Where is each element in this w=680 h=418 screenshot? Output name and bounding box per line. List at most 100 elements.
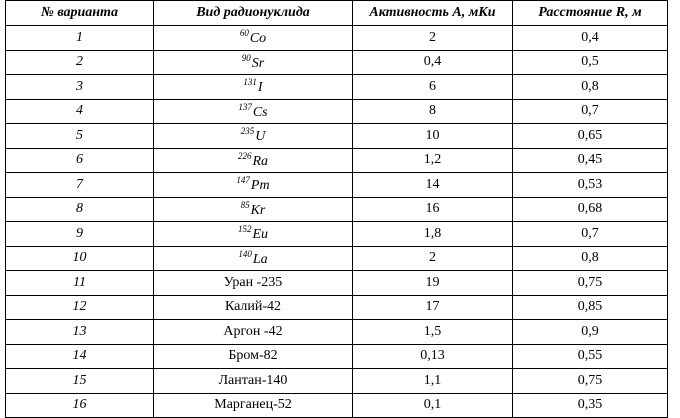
radionuclide: Лантан-140 <box>153 368 353 394</box>
table-row: 14 Бром-82 0,13 0,55 <box>5 343 668 369</box>
activity: 2 <box>352 25 513 51</box>
distance: 0,45 <box>512 147 668 173</box>
radionuclide: Уран -235 <box>153 270 353 296</box>
table-row: 15 Лантан-140 1,1 0,75 <box>5 368 668 394</box>
distance: 0,8 <box>512 74 668 100</box>
table-row: 11 Уран -235 19 0,75 <box>5 270 668 296</box>
variant-number: 5 <box>5 123 154 149</box>
distance: 0,65 <box>512 123 668 149</box>
distance: 0,53 <box>512 172 668 198</box>
mass-number: 152 <box>237 224 252 235</box>
radionuclide: Бром-82 <box>153 343 353 369</box>
element-symbol: Kr <box>250 202 266 218</box>
radionuclide: 226Ra <box>153 147 353 173</box>
distance: 0,7 <box>512 98 668 124</box>
activity: 14 <box>352 172 513 198</box>
radionuclide-name: Калий-42 <box>224 299 282 315</box>
element-symbol: Co <box>249 31 267 47</box>
radionuclide-name: Лантан-140 <box>218 372 288 388</box>
radionuclide: 85Kr <box>153 196 353 222</box>
distance: 0,5 <box>512 49 668 75</box>
activity: 0,13 <box>352 343 513 369</box>
table-row: 5 235U 10 0,65 <box>5 123 668 149</box>
mass-number: 60 <box>239 28 249 39</box>
table-row: 7 147Pm 14 0,53 <box>5 172 668 198</box>
element-symbol: Eu <box>252 227 269 243</box>
activity: 1,5 <box>352 319 513 345</box>
radionuclide-name: Марганец-52 <box>214 397 292 413</box>
table-row: 2 90Sr 0,4 0,5 <box>5 49 668 75</box>
distance: 0,4 <box>512 25 668 51</box>
distance: 0,68 <box>512 196 668 222</box>
mass-number: 85 <box>240 199 250 210</box>
table-row: 4 137Cs 8 0,7 <box>5 98 668 124</box>
variant-number: 1 <box>5 25 154 51</box>
activity: 1,1 <box>352 368 513 394</box>
element-symbol: Ra <box>252 153 269 169</box>
activity: 2 <box>352 245 513 271</box>
activity: 16 <box>352 196 513 222</box>
radionuclide-table: № варианта Вид радионуклида Активность А, … <box>5 0 668 418</box>
element-symbol: I <box>257 80 263 96</box>
table-row: 12 Калий-42 17 0,85 <box>5 294 668 320</box>
header-cell: Расстояние R, м <box>512 0 668 26</box>
distance: 0,85 <box>512 294 668 320</box>
element-symbol: Sr <box>251 55 265 71</box>
mass-number: 147 <box>236 175 250 186</box>
table-row: 13 Аргон -42 1,5 0,9 <box>5 319 668 345</box>
variant-number: 3 <box>5 74 154 100</box>
radionuclide: 131I <box>153 74 353 100</box>
radionuclide: 90Sr <box>153 49 353 75</box>
variant-number: 9 <box>5 221 154 247</box>
variant-number: 12 <box>5 294 154 320</box>
radionuclide: 137Cs <box>153 98 353 124</box>
mass-number: 131 <box>243 77 257 88</box>
mass-number: 140 <box>238 248 252 259</box>
header-cell: № варианта <box>5 0 154 26</box>
mass-number: 235 <box>240 126 255 137</box>
table-row: 10 140La 2 0,8 <box>5 245 668 271</box>
variant-number: 2 <box>5 49 154 75</box>
radionuclide: 235U <box>153 123 353 149</box>
variant-number: 11 <box>5 270 154 296</box>
radionuclide: 152Eu <box>153 221 353 247</box>
table-row: 1 60Co 2 0,4 <box>5 25 668 51</box>
element-symbol: Pm <box>250 178 270 194</box>
table-row: 3 131I 6 0,8 <box>5 74 668 100</box>
table-row: 8 85Kr 16 0,68 <box>5 196 668 222</box>
activity: 1,8 <box>352 221 513 247</box>
activity: 19 <box>352 270 513 296</box>
variant-number: 10 <box>5 245 154 271</box>
element-symbol: U <box>255 129 266 145</box>
radionuclide: Калий-42 <box>153 294 353 320</box>
radionuclide-name: Аргон -42 <box>223 323 283 339</box>
variant-number: 6 <box>5 147 154 173</box>
table-row: 6 226Ra 1,2 0,45 <box>5 147 668 173</box>
variant-number: 13 <box>5 319 154 345</box>
activity: 17 <box>352 294 513 320</box>
header-cell: Активность А, мКи <box>352 0 513 26</box>
distance: 0,55 <box>512 343 668 369</box>
activity: 10 <box>352 123 513 149</box>
variant-number: 4 <box>5 98 154 124</box>
radionuclide: 140La <box>153 245 353 271</box>
variant-number: 14 <box>5 343 154 369</box>
radionuclide-name: Уран -235 <box>223 274 283 290</box>
distance: 0,9 <box>512 319 668 345</box>
header-cell: Вид радионуклида <box>153 0 353 26</box>
mass-number: 137 <box>238 101 252 112</box>
header-row: № варианта Вид радионуклида Активность А, … <box>5 0 668 26</box>
distance: 0,8 <box>512 245 668 271</box>
table-row: 9 152Eu 1,8 0,7 <box>5 221 668 247</box>
distance: 0,7 <box>512 221 668 247</box>
activity: 1,2 <box>352 147 513 173</box>
mass-number: 226 <box>237 150 252 161</box>
variant-number: 8 <box>5 196 154 222</box>
radionuclide: 60Co <box>153 25 353 51</box>
variant-number: 7 <box>5 172 154 198</box>
element-symbol: Cs <box>252 104 268 120</box>
radionuclide: Аргон -42 <box>153 319 353 345</box>
distance: 0,75 <box>512 270 668 296</box>
activity: 6 <box>352 74 513 100</box>
